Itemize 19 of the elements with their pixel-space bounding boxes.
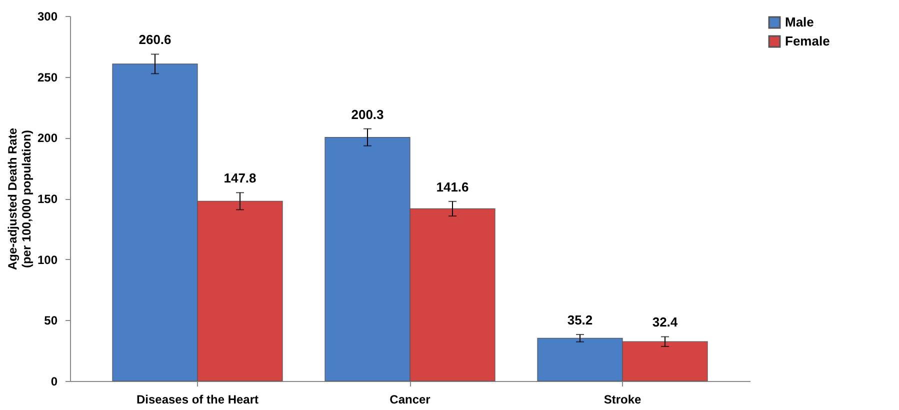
- data-label: 35.2: [567, 312, 593, 328]
- data-label: 32.4: [652, 314, 678, 330]
- y-tick-label: 200: [37, 131, 58, 146]
- y-tick-label: 0: [50, 374, 58, 388]
- y-tick-label: 300: [37, 10, 58, 24]
- x-tick-label: Cancer: [390, 392, 431, 406]
- legend-label: Male: [785, 14, 814, 30]
- y-axis-title: Age-adjusted Death Rate (per 100,000 population): [5, 128, 34, 270]
- x-tick-label: Stroke: [604, 392, 642, 406]
- y-tick-label: 150: [37, 192, 58, 206]
- y-tick-label: 100: [37, 252, 58, 267]
- x-tick-label: Diseases of the Heart: [136, 392, 259, 406]
- data-label: 141.6: [436, 179, 469, 194]
- data-label: 260.6: [138, 32, 172, 48]
- legend-label: Female: [785, 34, 830, 48]
- y-tick-label: 50: [44, 314, 58, 328]
- data-label: 200.3: [351, 106, 384, 122]
- y-tick-label: 250: [37, 70, 58, 84]
- data-label: 147.8: [224, 170, 256, 186]
